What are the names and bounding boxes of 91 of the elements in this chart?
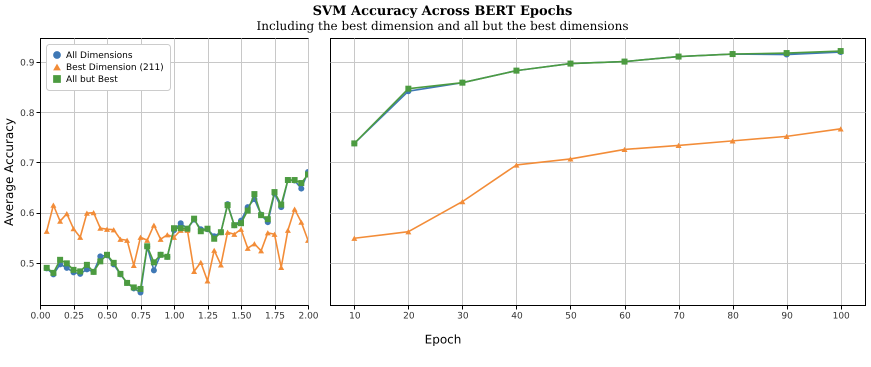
point <box>97 258 104 264</box>
x-tick-label: 0.50 <box>97 312 118 322</box>
point <box>57 256 64 263</box>
point <box>138 234 144 240</box>
x-tick-label: 70 <box>673 312 686 322</box>
x-tick-label: 1.00 <box>164 312 185 322</box>
y-tick-label: 0.9 <box>20 58 35 69</box>
x-tick-label: 50 <box>565 312 577 322</box>
point <box>238 226 244 232</box>
point <box>278 202 284 208</box>
x-tick-label: 60 <box>619 312 632 322</box>
point <box>70 226 76 232</box>
legend-label: All but Best <box>66 75 118 85</box>
point <box>50 202 56 208</box>
point <box>178 225 184 232</box>
point <box>292 206 298 212</box>
y-tick-label: 0.7 <box>20 158 34 169</box>
chart-subtitle: Including the best dimension and all but the best dimensions <box>256 19 628 33</box>
point <box>77 268 84 274</box>
point <box>298 180 304 186</box>
point <box>150 267 157 274</box>
point <box>64 260 70 266</box>
point <box>730 138 736 144</box>
x-tick-label: 30 <box>457 312 469 322</box>
point <box>513 162 520 168</box>
x-tick-label: 90 <box>781 312 794 322</box>
x-tick-label: 40 <box>511 312 523 322</box>
x-tick-label: 20 <box>403 312 415 322</box>
point <box>97 226 104 231</box>
point <box>158 236 164 242</box>
point <box>251 241 258 246</box>
point <box>70 266 76 273</box>
y-tick-label: 0.8 <box>20 108 35 119</box>
point <box>211 236 218 242</box>
point <box>264 216 271 222</box>
point <box>298 186 304 192</box>
chart-title: SVM Accuracy Across BERT Epochs <box>312 4 572 19</box>
point <box>164 232 170 238</box>
point <box>258 248 264 254</box>
point <box>622 146 628 152</box>
point <box>211 248 218 253</box>
point <box>284 228 291 233</box>
point <box>244 208 251 214</box>
point <box>104 226 110 232</box>
point <box>838 126 844 132</box>
x-tick-label: 10 <box>349 312 361 322</box>
point <box>110 227 117 232</box>
point <box>351 236 358 241</box>
x-tick-label: 1.25 <box>198 312 218 322</box>
point <box>57 218 64 224</box>
point <box>405 86 412 92</box>
point <box>117 236 124 242</box>
y-axis-title: Average Accuracy <box>2 118 16 226</box>
point <box>150 259 157 266</box>
legend-label: All Dimensions <box>66 51 133 61</box>
point <box>459 199 466 204</box>
point <box>77 234 84 240</box>
x-tick-label: 100 <box>832 312 850 322</box>
x-tick-label: 80 <box>727 312 740 322</box>
point <box>84 262 90 268</box>
point <box>198 260 204 265</box>
point <box>298 220 304 225</box>
legend-label: Best Dimension (211) <box>66 63 164 73</box>
x-tick-label: 0.00 <box>30 312 51 322</box>
point <box>138 286 144 292</box>
x-tick-label: 1.75 <box>264 312 286 322</box>
point <box>150 222 157 228</box>
point <box>251 191 258 198</box>
point <box>224 230 231 235</box>
point <box>676 142 682 148</box>
x-tick-label: 0.75 <box>130 312 152 322</box>
point <box>231 232 238 237</box>
point <box>272 232 278 237</box>
point <box>84 210 90 216</box>
point <box>567 156 574 162</box>
point <box>44 228 50 234</box>
x-axis-title: Epoch <box>424 332 462 346</box>
point <box>90 210 97 216</box>
point <box>784 134 790 139</box>
x-tick-label: 1.50 <box>231 312 252 322</box>
point <box>264 230 271 236</box>
point <box>244 246 251 251</box>
point <box>405 229 412 234</box>
x-tick-label: 2.00 <box>298 312 319 322</box>
point <box>238 220 244 226</box>
y-tick-label: 0.5 <box>20 259 34 270</box>
point <box>144 238 150 243</box>
point <box>64 211 70 216</box>
point <box>124 238 130 243</box>
x-tick-label: 0.25 <box>64 312 84 322</box>
y-tick-label: 0.6 <box>20 209 35 220</box>
